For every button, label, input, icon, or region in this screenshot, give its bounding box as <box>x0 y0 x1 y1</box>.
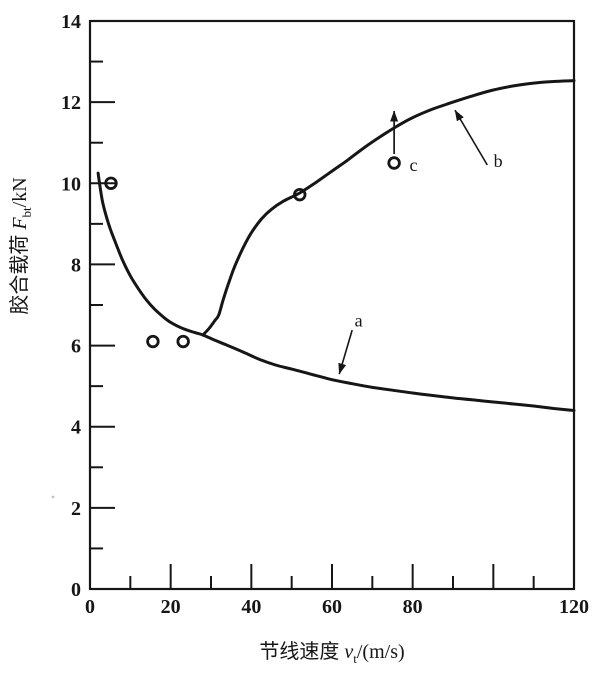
curve-annotations: a b c <box>338 109 503 375</box>
y-tick-label: 10 <box>61 173 81 195</box>
x-tick-label: 120 <box>559 596 589 618</box>
y-tick-label: 8 <box>71 254 81 276</box>
plot-area-border <box>88 19 576 591</box>
axis-ticks <box>91 60 535 588</box>
curve-label-a: a <box>355 310 363 330</box>
y-axis-title-symbol: F <box>9 217 31 231</box>
y-tick-label: 14 <box>61 11 81 33</box>
x-tick-label: 20 <box>161 596 181 618</box>
data-point <box>293 187 307 202</box>
data-points <box>104 110 401 349</box>
data-point <box>387 156 401 170</box>
x-tick-label: 40 <box>241 596 261 618</box>
y-tick-label: 6 <box>71 336 81 358</box>
curve-a <box>96 171 576 412</box>
x-tick-label: 60 <box>322 596 342 618</box>
curve-label-c: c <box>409 155 417 175</box>
x-tick-label: 80 <box>403 596 423 618</box>
annotation-arrow-a <box>338 329 353 375</box>
data-point <box>176 334 190 349</box>
curve-b <box>201 79 576 337</box>
x-tick-label: 0 <box>85 596 95 618</box>
y-tick-label: 2 <box>71 498 81 520</box>
curves <box>96 79 576 412</box>
scan-speck <box>51 495 55 499</box>
x-axis-title: 节线速度 vt/(m/s) <box>259 640 404 666</box>
y-axis-title: 胶合载荷 Fbt/kN <box>8 177 34 314</box>
y-tick-label: 4 <box>71 417 81 439</box>
data-point <box>104 176 118 190</box>
axis-tick-labels: 0 20 40 60 80 120 0 2 4 6 8 10 12 14 <box>61 11 589 618</box>
y-axis-title-cn: 胶合载荷 <box>8 230 31 315</box>
y-tick-label: 0 <box>71 579 81 601</box>
y-axis-title-subscript: bt <box>19 207 34 218</box>
data-point <box>146 334 160 349</box>
x-axis-title-symbol: v <box>344 641 353 663</box>
x-axis-title-cn: 节线速度 <box>259 640 344 663</box>
curve-label-b: b <box>494 151 503 171</box>
annotation-arrow-b <box>454 109 488 166</box>
y-tick-label: 12 <box>61 92 81 114</box>
x-axis-title-unit: /(m/s) <box>357 641 405 663</box>
x-axis-title-subscript: t <box>353 651 357 666</box>
y-axis-title-unit: /kN <box>9 177 31 207</box>
